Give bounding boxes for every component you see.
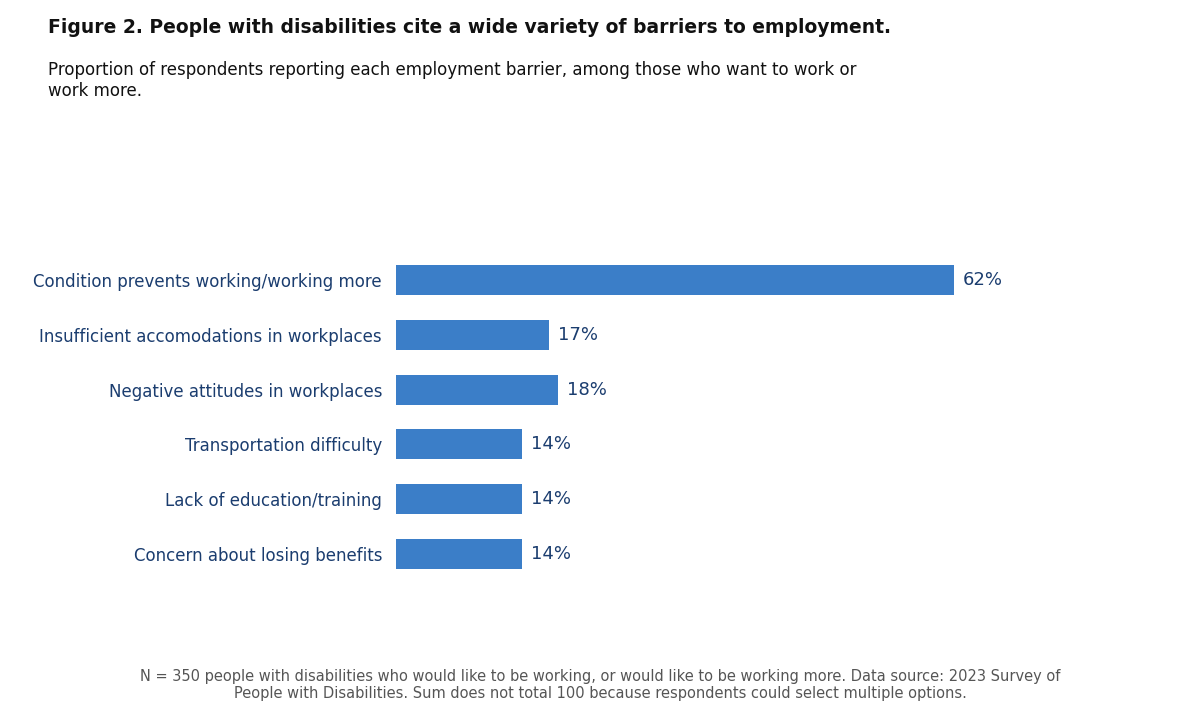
Bar xyxy=(396,320,550,350)
Bar xyxy=(396,539,522,569)
Text: 14%: 14% xyxy=(530,545,571,563)
Bar xyxy=(396,375,558,405)
Text: 14%: 14% xyxy=(530,436,571,454)
Bar xyxy=(396,484,522,514)
Text: 18%: 18% xyxy=(568,380,607,398)
Text: 62%: 62% xyxy=(964,271,1003,289)
Text: 14%: 14% xyxy=(530,490,571,508)
Bar xyxy=(396,429,522,459)
Text: Proportion of respondents reporting each employment barrier, among those who wan: Proportion of respondents reporting each… xyxy=(48,61,857,100)
Text: 17%: 17% xyxy=(558,326,598,344)
Text: N = 350 people with disabilities who would like to be working, or would like to : N = 350 people with disabilities who wou… xyxy=(140,669,1060,701)
Bar xyxy=(396,265,954,295)
Text: Figure 2. People with disabilities cite a wide variety of barriers to employment: Figure 2. People with disabilities cite … xyxy=(48,18,890,37)
